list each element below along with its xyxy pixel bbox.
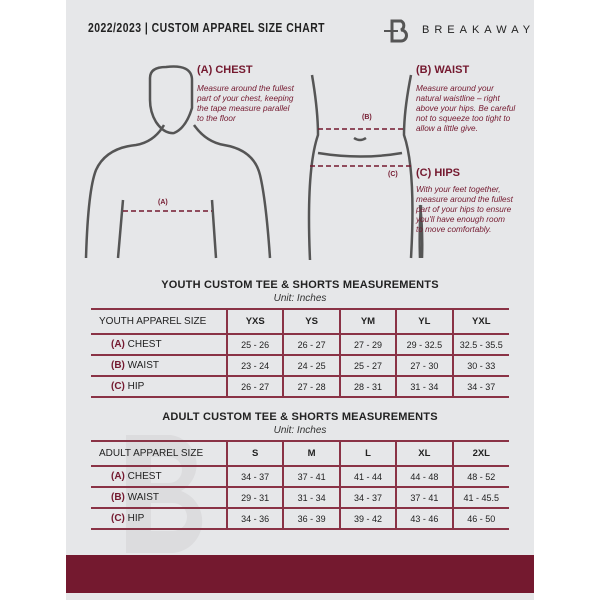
waist-marker: (B) xyxy=(362,114,372,121)
measurement-letter: (B) xyxy=(111,360,125,371)
hips-marker: (C) xyxy=(388,171,398,178)
size-header: YOUTH APPAREL SIZE xyxy=(99,316,207,327)
measurement-name: CHEST xyxy=(127,471,162,482)
adult-table-title: ADULT CUSTOM TEE & SHORTS MEASUREMENTS xyxy=(162,411,438,423)
adult-unit: Unit: Inches xyxy=(273,425,327,436)
table-header-row: YOUTH APPAREL SIZE YXS YS YM YL YXL xyxy=(91,309,509,334)
hips-instructions: With your feet together, measure around … xyxy=(416,185,513,234)
table-row: (B) WAIST 23 - 24 24 - 25 25 - 27 27 - 30 30 … xyxy=(91,355,509,376)
measurement-label: (C) HIP xyxy=(91,508,227,529)
measurement-value: 31 - 34 xyxy=(282,487,340,508)
footer-bar xyxy=(66,555,534,593)
measurement-name: HIP xyxy=(127,513,145,524)
page-title: 2022/2023 | CUSTOM APPAREL SIZE CHART xyxy=(88,20,326,35)
measurement-value: 26 - 27 xyxy=(225,376,284,397)
youth-size-table: YOUTH APPAREL SIZE YXS YS YM YL YXL (A) CHEST 2… xyxy=(91,308,509,398)
size-column-header: M xyxy=(282,441,340,466)
measurement-value: 46 - 50 xyxy=(451,508,509,529)
measurement-value: 44 - 48 xyxy=(395,466,453,487)
measurement-value: 28 - 31 xyxy=(338,376,397,397)
table-row: (A) CHEST 25 - 26 26 - 27 27 - 29 29 - 32.5 3… xyxy=(91,334,509,355)
measurement-value: 29 - 31 xyxy=(225,487,284,508)
table-header-row: ADULT APPAREL SIZE S M L XL 2XL xyxy=(91,441,509,466)
measurement-value: 37 - 41 xyxy=(282,466,340,487)
measurement-value: 41 - 45.5 xyxy=(451,487,509,508)
size-column-header: S xyxy=(225,441,284,466)
measurement-letter: (B) xyxy=(111,492,125,503)
youth-unit: Unit: Inches xyxy=(273,293,327,304)
upper-body-figure xyxy=(84,65,272,259)
lower-body-figure xyxy=(307,74,424,261)
waist-heading: (B) WAIST xyxy=(416,64,470,76)
measurement-value: 27 - 29 xyxy=(338,334,397,355)
measurement-label: (A) CHEST xyxy=(91,334,227,355)
chest-marker: (A) xyxy=(158,199,168,206)
measurement-value: 43 - 46 xyxy=(395,508,453,529)
measurement-value: 34 - 36 xyxy=(225,508,284,529)
youth-table-title: YOUTH CUSTOM TEE & SHORTS MEASUREMENTS xyxy=(161,279,439,291)
measurement-letter: (A) xyxy=(111,471,125,482)
measurement-label: (B) WAIST xyxy=(91,487,227,508)
brand-name: BREAKAWAY xyxy=(422,24,534,36)
measurement-letter: (A) xyxy=(111,339,125,350)
measurement-value: 30 - 33 xyxy=(451,355,509,376)
size-column-header: YS xyxy=(282,309,340,334)
size-header: ADULT APPAREL SIZE xyxy=(99,448,204,459)
size-column-header: YL xyxy=(395,309,453,334)
measurement-name: HIP xyxy=(127,381,145,392)
measurement-value: 39 - 42 xyxy=(338,508,397,529)
measurement-value: 27 - 30 xyxy=(395,355,453,376)
size-chart-card: 2022/2023 | CUSTOM APPAREL SIZE CHART BR… xyxy=(66,0,534,600)
table-row: (C) HIP 26 - 27 27 - 28 28 - 31 31 - 34 34 - … xyxy=(91,376,509,397)
size-column-header: L xyxy=(338,441,397,466)
size-column-header: YXL xyxy=(451,309,509,334)
table-row: (A) CHEST 34 - 37 37 - 41 41 - 44 44 - 48 48 … xyxy=(91,466,509,487)
hips-heading: (C) HIPS xyxy=(416,167,460,179)
measurement-value: 26 - 27 xyxy=(282,334,340,355)
size-column-header: XL xyxy=(395,441,453,466)
measurement-name: CHEST xyxy=(127,339,162,350)
breakaway-logo-icon xyxy=(384,19,408,43)
measurement-label: (C) HIP xyxy=(91,376,227,397)
chest-instructions: Measure around the fullest part of your … xyxy=(197,84,294,123)
measurement-value: 32.5 - 35.5 xyxy=(451,334,509,355)
measurement-value: 31 - 34 xyxy=(395,376,453,397)
measurement-value: 41 - 44 xyxy=(338,466,397,487)
size-column-header: 2XL xyxy=(451,441,509,466)
measurement-value: 48 - 52 xyxy=(451,466,509,487)
measurement-value: 34 - 37 xyxy=(338,487,397,508)
measurement-value: 27 - 28 xyxy=(282,376,340,397)
measurement-value: 29 - 32.5 xyxy=(395,334,453,355)
measurement-label: (B) WAIST xyxy=(91,355,227,376)
measurement-value: 25 - 27 xyxy=(338,355,397,376)
measurement-name: WAIST xyxy=(127,360,159,371)
body-measurement-figures xyxy=(84,65,424,261)
logo-watermark xyxy=(126,435,203,553)
measurement-value: 34 - 37 xyxy=(451,376,509,397)
size-column-header: YM xyxy=(338,309,397,334)
measurement-label: (A) CHEST xyxy=(91,466,227,487)
measurement-letter: (C) xyxy=(111,381,125,392)
waist-instructions: Measure around your natural waistline – … xyxy=(416,84,516,133)
adult-size-table: ADULT APPAREL SIZE S M L XL 2XL (A) CHEST 34 - … xyxy=(91,440,509,530)
measurement-value: 34 - 37 xyxy=(225,466,284,487)
table-row: (B) WAIST 29 - 31 31 - 34 34 - 37 37 - 41 41 … xyxy=(91,487,509,508)
table-row: (C) HIP 34 - 36 36 - 39 39 - 42 43 - 46 46 - … xyxy=(91,508,509,529)
measurement-value: 36 - 39 xyxy=(282,508,340,529)
measurement-value: 37 - 41 xyxy=(395,487,453,508)
chest-heading: (A) CHEST xyxy=(197,64,253,76)
size-column-header: YXS xyxy=(225,309,284,334)
measurement-value: 24 - 25 xyxy=(282,355,340,376)
measurement-value: 25 - 26 xyxy=(225,334,284,355)
measurement-letter: (C) xyxy=(111,513,125,524)
measurement-name: WAIST xyxy=(127,492,159,503)
measurement-value: 23 - 24 xyxy=(225,355,284,376)
